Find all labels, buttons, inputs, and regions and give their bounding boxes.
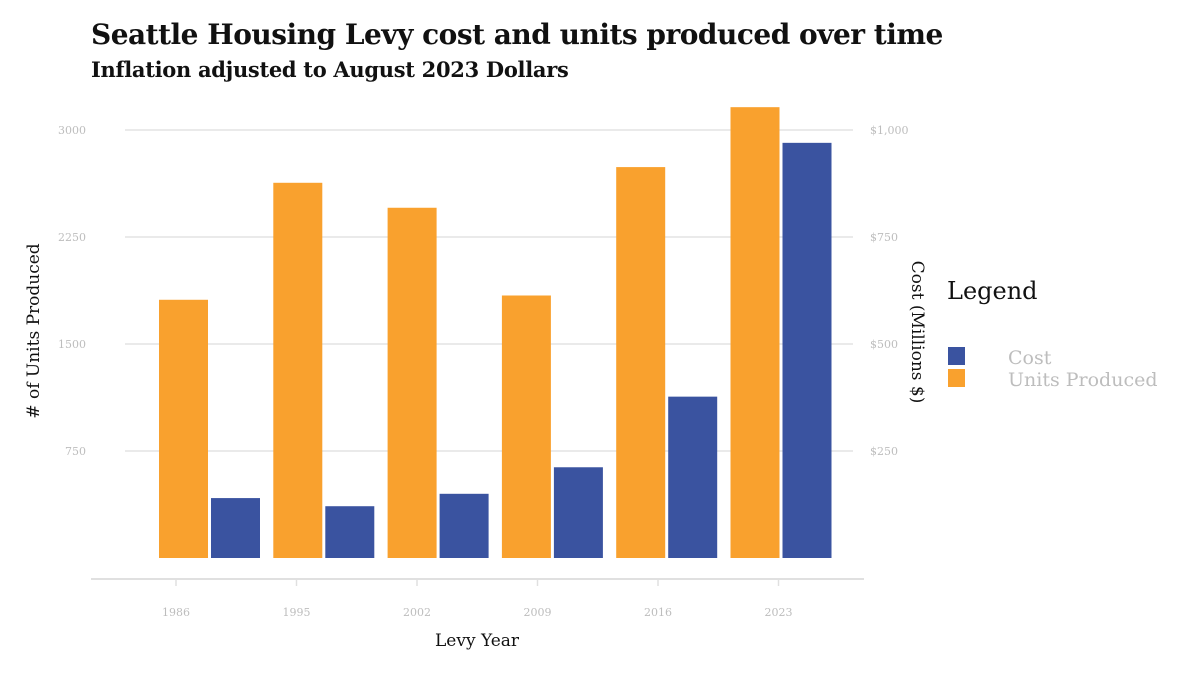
bar-units-produced [273,182,323,558]
x-ticks: 1986 1995 2002 2009 2016 2023 [162,580,793,619]
legend-label-cost: Cost [1008,347,1052,369]
bar-units-produced [730,107,780,558]
legend-label-units: Units Produced [1008,369,1158,391]
bar-units-produced [616,167,666,559]
bar-units-produced [501,295,551,558]
bars [159,107,832,559]
bar-cost [439,493,489,558]
left-y-tick-label: 1500 [58,338,86,351]
legend-title: Legend [947,277,1038,305]
x-tick-label: 2009 [524,606,552,619]
x-axis-title: Levy Year [435,631,520,651]
right-y-tick-label: $250 [870,445,898,458]
x-tick-label: 2002 [403,606,431,619]
x-tick-label: 2023 [765,606,793,619]
bar-cost [553,467,603,558]
chart-title: Seattle Housing Levy cost and units prod… [91,18,943,51]
legend: Legend Cost Units Produced [947,277,1158,391]
right-y-tick-label: $750 [870,231,898,244]
legend-swatch-cost [948,347,965,365]
right-y-ticks: $250 $500 $750 $1,000 [870,124,909,458]
left-y-tick-label: 2250 [58,231,86,244]
left-y-tick-label: 3000 [58,124,86,137]
bar-units-produced [387,207,437,558]
bar-units-produced [159,299,208,558]
chart-subtitle: Inflation adjusted to August 2023 Dollar… [91,57,569,82]
legend-swatch-units [948,369,965,387]
bar-cost [211,498,260,558]
right-y-axis-title: Cost (Millions $) [907,261,927,404]
right-y-tick-label: $500 [870,338,898,351]
x-tick-label: 1986 [162,606,190,619]
x-tick-label: 2016 [644,606,672,619]
bar-cost [782,142,832,558]
left-y-ticks: 750 1500 2250 3000 [58,124,86,458]
bar-cost [668,396,718,558]
bar-cost [325,506,375,558]
x-tick-label: 1995 [283,606,311,619]
left-y-axis-title: # of Units Produced [24,243,44,418]
left-y-tick-label: 750 [65,445,86,458]
right-y-tick-label: $1,000 [870,124,909,137]
